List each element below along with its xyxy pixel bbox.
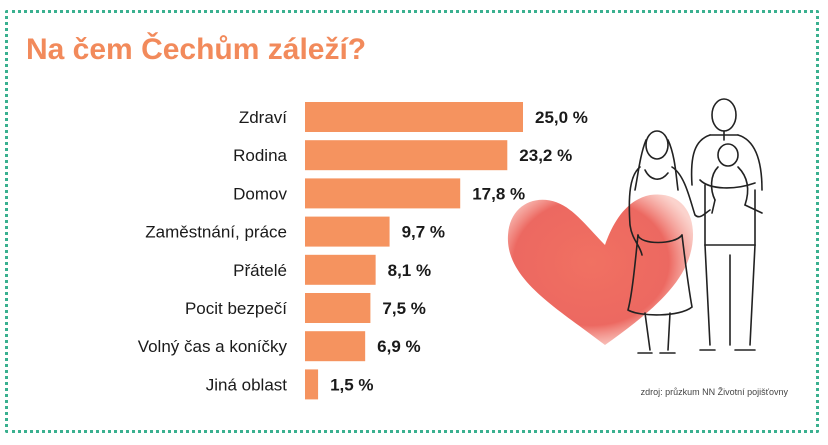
category-label: Volný čas a koníčky <box>138 337 288 356</box>
category-label: Jiná oblast <box>206 375 288 394</box>
bar <box>305 254 376 285</box>
category-label: Domov <box>233 184 287 203</box>
bar <box>305 331 366 362</box>
dotted-frame <box>5 10 819 433</box>
category-label: Zdraví <box>239 108 287 127</box>
family-figures <box>627 98 763 354</box>
bar <box>305 369 319 400</box>
value-label: 1,5 % <box>330 375 373 394</box>
value-label: 7,5 % <box>382 299 425 318</box>
category-label: Zaměstnání, práce <box>145 223 287 242</box>
value-label: 6,9 % <box>377 337 420 356</box>
category-label: Pocit bezpečí <box>185 299 287 318</box>
value-label: 25,0 % <box>535 108 588 127</box>
source-note: zdroj: průzkum NN Životní pojišťovny <box>640 387 788 397</box>
value-label: 8,1 % <box>388 261 431 280</box>
chart-title: Na čem Čechům záleží? <box>26 33 367 66</box>
bar <box>305 102 523 132</box>
bar <box>305 216 390 247</box>
family-heart-illustration <box>507 98 763 354</box>
category-label: Přátelé <box>233 261 287 280</box>
bar <box>305 178 461 209</box>
bar <box>305 140 508 171</box>
value-label: 17,8 % <box>472 184 525 203</box>
bar <box>305 293 371 323</box>
value-label: 9,7 % <box>402 223 445 242</box>
category-label: Rodina <box>233 146 287 165</box>
value-label: 23,2 % <box>519 146 572 165</box>
heart-shape <box>507 194 694 345</box>
